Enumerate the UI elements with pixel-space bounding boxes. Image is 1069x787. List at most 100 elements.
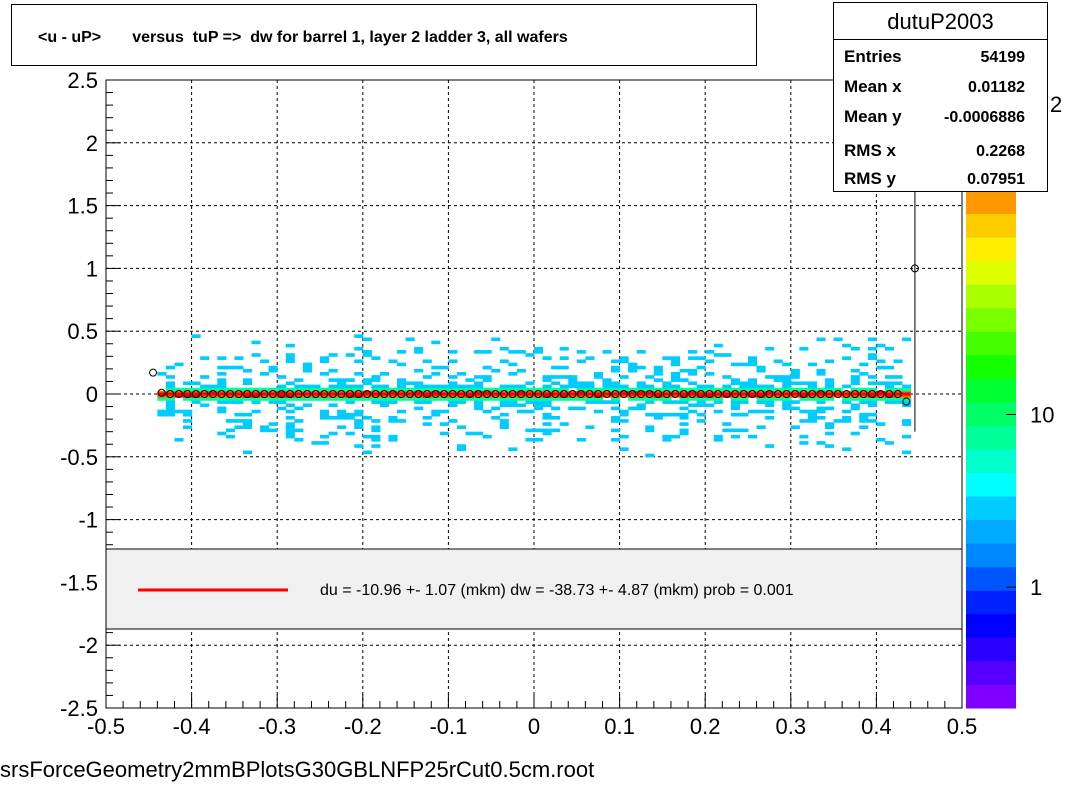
heat-cell <box>602 350 612 354</box>
heat-cell <box>354 412 364 417</box>
heat-cell <box>371 375 381 379</box>
heat-cell <box>474 400 484 404</box>
heat-cell <box>542 422 552 426</box>
heat-cell <box>268 422 278 426</box>
profile-point <box>388 390 397 398</box>
heat-cell <box>611 400 621 404</box>
heat-cell <box>482 387 492 392</box>
heat-cell <box>414 394 424 398</box>
heat-cell <box>534 350 544 354</box>
heat-cell <box>782 381 792 386</box>
profile-point <box>825 390 834 398</box>
heat-cell <box>371 397 381 401</box>
heat-cell <box>748 359 758 364</box>
heat-cell <box>534 400 544 404</box>
heat-cell <box>397 350 407 354</box>
heat-cell <box>320 434 330 439</box>
heat-cell <box>559 422 569 426</box>
heat-cell <box>867 394 877 398</box>
heat-cell <box>388 394 398 398</box>
heat-cell <box>730 412 740 417</box>
heat-cell <box>884 394 895 398</box>
heat-cell <box>576 437 586 442</box>
heat-cell <box>585 387 595 392</box>
heat-cell <box>285 422 295 426</box>
heat-cell <box>782 387 792 392</box>
heat-cell <box>534 403 544 408</box>
heat-cell <box>328 387 338 392</box>
heat-cell <box>816 400 826 404</box>
heat-cell <box>388 387 398 392</box>
heat-cell <box>765 387 775 392</box>
profile-point <box>628 390 637 398</box>
heat-cell <box>397 378 407 382</box>
heat-cell <box>414 381 424 386</box>
stats-divider <box>834 39 1047 40</box>
heat-cell <box>371 394 381 398</box>
heat-cell <box>320 359 330 364</box>
heat-cell <box>799 346 809 351</box>
heat-cell <box>354 425 364 430</box>
heat-cell <box>388 415 398 420</box>
heat-cell <box>884 387 895 392</box>
heat-cell <box>662 384 672 389</box>
heat-cell <box>653 378 663 382</box>
heat-cell <box>705 350 715 354</box>
heat-cell <box>260 359 270 364</box>
heat-cell <box>850 375 860 379</box>
heat-cell <box>748 378 758 382</box>
heat-cell <box>790 394 800 398</box>
heat-cell <box>183 419 193 423</box>
heat-cell <box>773 359 783 364</box>
heat-cell <box>277 400 287 404</box>
heat-cell <box>285 409 295 414</box>
heat-cell <box>311 441 321 445</box>
heat-cell <box>251 394 261 398</box>
heat-cell <box>217 378 227 382</box>
heat-cell <box>662 397 672 401</box>
heat-cell <box>508 387 518 392</box>
heat-cell <box>559 384 569 389</box>
heat-cell <box>525 394 535 398</box>
heat-cell <box>337 394 347 398</box>
heat-cell <box>165 400 175 404</box>
heat-cell <box>782 403 792 408</box>
heat-cell <box>362 378 372 382</box>
heat-cell <box>756 425 766 430</box>
heat-cell <box>362 381 372 386</box>
colorbar-segment <box>966 401 1016 426</box>
heat-cell <box>516 409 526 414</box>
heat-cell <box>619 434 629 439</box>
x-tick-label: -0.4 <box>173 714 211 739</box>
heat-cell <box>867 353 877 357</box>
heat-cell <box>765 403 775 408</box>
heat-cell <box>499 384 509 389</box>
profile-point <box>328 390 337 398</box>
heat-cell <box>285 425 295 430</box>
profile-point <box>671 390 680 398</box>
y-tick-label: 2.5 <box>67 68 98 93</box>
heat-cell <box>362 337 372 342</box>
heat-cell <box>748 394 758 398</box>
heat-cell <box>636 406 646 411</box>
heat-cell <box>619 387 629 392</box>
heat-cell <box>294 394 304 398</box>
heat-cell <box>260 394 270 398</box>
heat-cell <box>722 387 732 392</box>
heat-cell <box>516 368 526 373</box>
heat-cell <box>320 387 330 392</box>
heat-cell <box>782 397 792 401</box>
heat-cell <box>217 431 227 436</box>
heat-cell <box>730 387 740 392</box>
heat-cell <box>705 397 715 401</box>
heat-cell <box>867 381 877 386</box>
heat-cell <box>748 384 758 389</box>
profile-point <box>380 390 389 398</box>
y-tick-label: 0.5 <box>67 319 98 344</box>
heat-cell <box>859 425 869 430</box>
heat-cell <box>816 387 826 392</box>
heat-cell <box>225 397 235 401</box>
heat-cell <box>165 394 175 398</box>
heat-cell <box>448 400 458 404</box>
heat-cell <box>422 394 432 398</box>
